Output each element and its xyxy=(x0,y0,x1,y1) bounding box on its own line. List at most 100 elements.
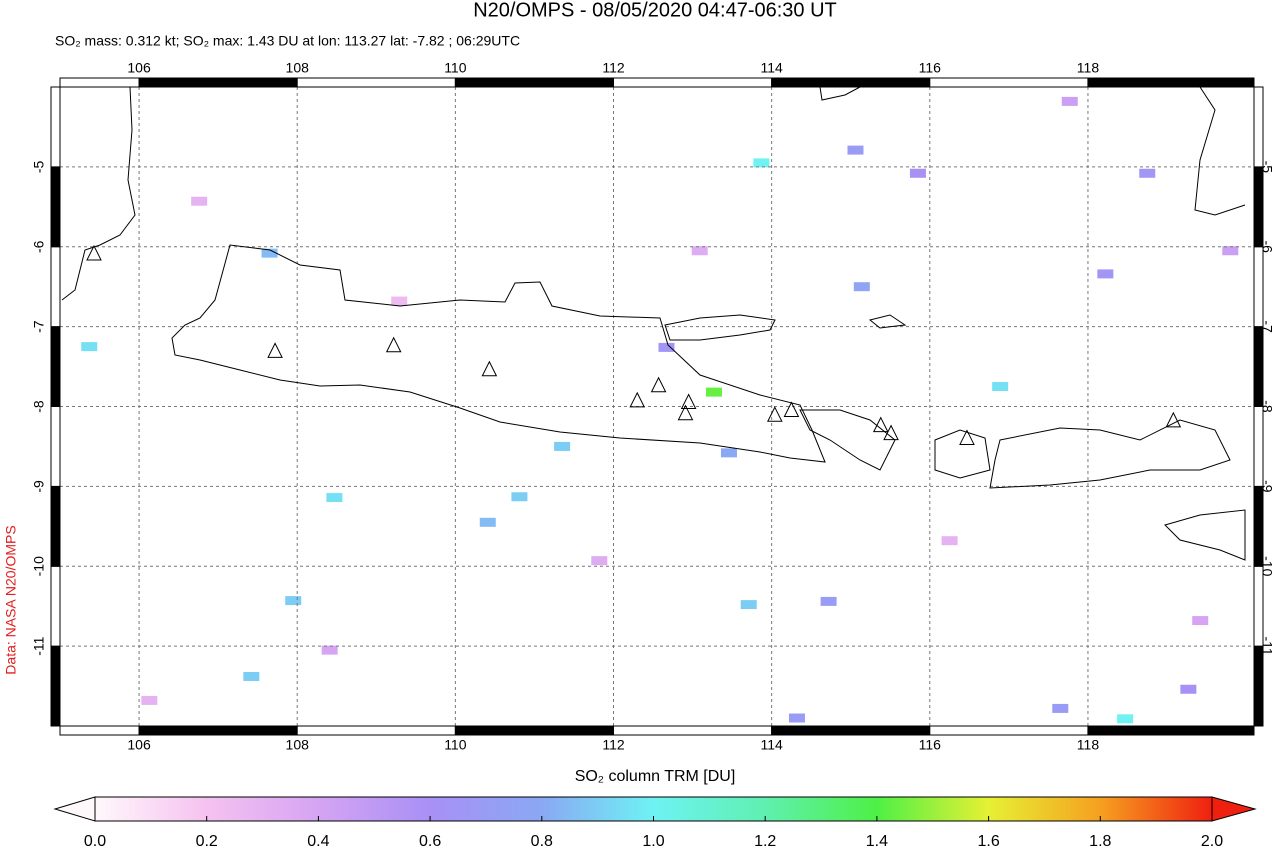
so2-pixel xyxy=(691,246,708,256)
so2-pixel xyxy=(511,492,528,502)
volcano xyxy=(883,424,899,441)
coastlines xyxy=(61,86,1246,561)
volcano xyxy=(1165,411,1182,428)
volcano xyxy=(481,360,498,377)
volcano xyxy=(267,342,283,358)
coastline xyxy=(1194,86,1246,216)
so2-pixel xyxy=(992,382,1009,392)
so2-pixel xyxy=(658,342,675,352)
so2-pixel xyxy=(81,342,98,352)
axis-band xyxy=(929,77,1089,88)
coastline xyxy=(868,314,907,329)
coastline xyxy=(1164,509,1246,561)
so2-pixel xyxy=(909,168,926,178)
y-tick-label: -10 xyxy=(31,556,47,576)
so2-pixel xyxy=(1192,616,1209,626)
y-tick-label: -5 xyxy=(31,160,47,173)
axis-band xyxy=(1253,485,1264,567)
so2-pixel xyxy=(1061,96,1078,106)
y-tick-label: -7 xyxy=(31,320,47,333)
x-tick-label: 108 xyxy=(286,60,310,76)
axis-band xyxy=(613,77,773,88)
x-tick-label: 114 xyxy=(760,60,783,76)
so2-pixel xyxy=(141,695,158,705)
so2-pixel xyxy=(321,645,338,655)
x-tick-label: 118 xyxy=(1077,60,1100,76)
coastline xyxy=(61,86,136,301)
volcano xyxy=(680,393,697,410)
colorbar-tick-label: 0.6 xyxy=(419,833,441,850)
x-tick-label: 106 xyxy=(127,737,151,753)
coastline xyxy=(171,244,826,463)
so2-pixel xyxy=(285,596,302,606)
so2-pixel xyxy=(391,296,408,306)
so2-pixel xyxy=(591,556,608,566)
so2-pixel xyxy=(847,145,864,155)
y-tick-label: -9 xyxy=(31,480,47,493)
so2-pixel xyxy=(1222,246,1239,256)
axis-band xyxy=(929,725,1089,736)
coastline xyxy=(819,86,861,101)
colorbar-tick-label: 1.8 xyxy=(1089,833,1111,850)
colorbar: 0.0 0.2 0.4 0.6 0.8 1.0 1.2 1.4 1.6 1.8 2.0 xyxy=(53,796,1257,850)
so2-pixel xyxy=(1139,168,1156,178)
x-tick-label: 112 xyxy=(602,737,625,753)
axis-band xyxy=(1253,86,1264,168)
colorbar-tick-label: 1.4 xyxy=(866,833,888,850)
volcano xyxy=(783,401,800,417)
so2-pixel xyxy=(554,441,571,451)
so2-pixel xyxy=(261,248,278,258)
axis-band xyxy=(1087,725,1255,736)
pixel-layer xyxy=(81,96,1239,724)
axis-layer: 106 106 108 108 110 110 112 112 114 114 116 116 118 1… xyxy=(31,60,1272,753)
axis-band xyxy=(59,725,140,736)
x-tick-label: 108 xyxy=(286,737,310,753)
x-tick-label: 118 xyxy=(1077,737,1100,753)
axis-band xyxy=(50,326,61,407)
axis-band xyxy=(50,645,61,727)
axis-band xyxy=(1253,166,1264,248)
coastline xyxy=(664,314,776,341)
so2-pixel xyxy=(720,448,737,458)
y-tick-label: -11 xyxy=(31,636,47,655)
coastline xyxy=(934,429,991,479)
axis-band xyxy=(1253,565,1264,647)
volcano xyxy=(629,391,646,408)
axis-band xyxy=(50,86,61,168)
y-tick-label: -8 xyxy=(31,400,47,413)
so2-pixel xyxy=(705,387,722,397)
volcano xyxy=(677,404,694,421)
so2-pixel xyxy=(1180,684,1197,694)
so2-pixel xyxy=(479,517,496,527)
volcano xyxy=(86,244,102,261)
axis-band xyxy=(1253,246,1264,328)
axis-band xyxy=(613,725,773,736)
chart-title: N20/OMPS - 08/05/2020 04:47-06:30 UT xyxy=(473,0,837,21)
subtitle: SO₂ mass: 0.312 kt; SO₂ max: 1.43 DU at … xyxy=(55,33,520,49)
volcano-layer xyxy=(86,244,1182,445)
volcano xyxy=(650,376,667,393)
axis-band xyxy=(138,725,298,736)
so2-pixel xyxy=(326,493,343,503)
x-tick-label: 116 xyxy=(919,60,942,76)
colorbar-tick-label: 0.4 xyxy=(307,833,329,850)
so2-pixel xyxy=(788,713,805,723)
colorbar-tick-label: 1.6 xyxy=(977,833,999,850)
so2-pixel xyxy=(740,600,757,610)
volcano xyxy=(959,429,975,445)
x-tick-label: 116 xyxy=(919,737,942,753)
colorbar-arrow xyxy=(1211,796,1257,822)
coastline xyxy=(799,409,896,471)
y-tick-label: -6 xyxy=(31,240,47,253)
x-tick-label: 110 xyxy=(444,60,467,76)
axis-band xyxy=(771,77,931,88)
source-label: Data: NASA N20/OMPS xyxy=(3,525,19,674)
volcano xyxy=(872,416,889,433)
so2-pixel xyxy=(853,282,870,292)
so2-pixel xyxy=(1097,269,1114,279)
colorbar-tick-label: 2.0 xyxy=(1201,833,1223,850)
colorbar-arrow xyxy=(53,796,96,822)
colorbar-tick-label: 0.2 xyxy=(196,833,218,850)
x-tick-label: 112 xyxy=(602,60,625,76)
